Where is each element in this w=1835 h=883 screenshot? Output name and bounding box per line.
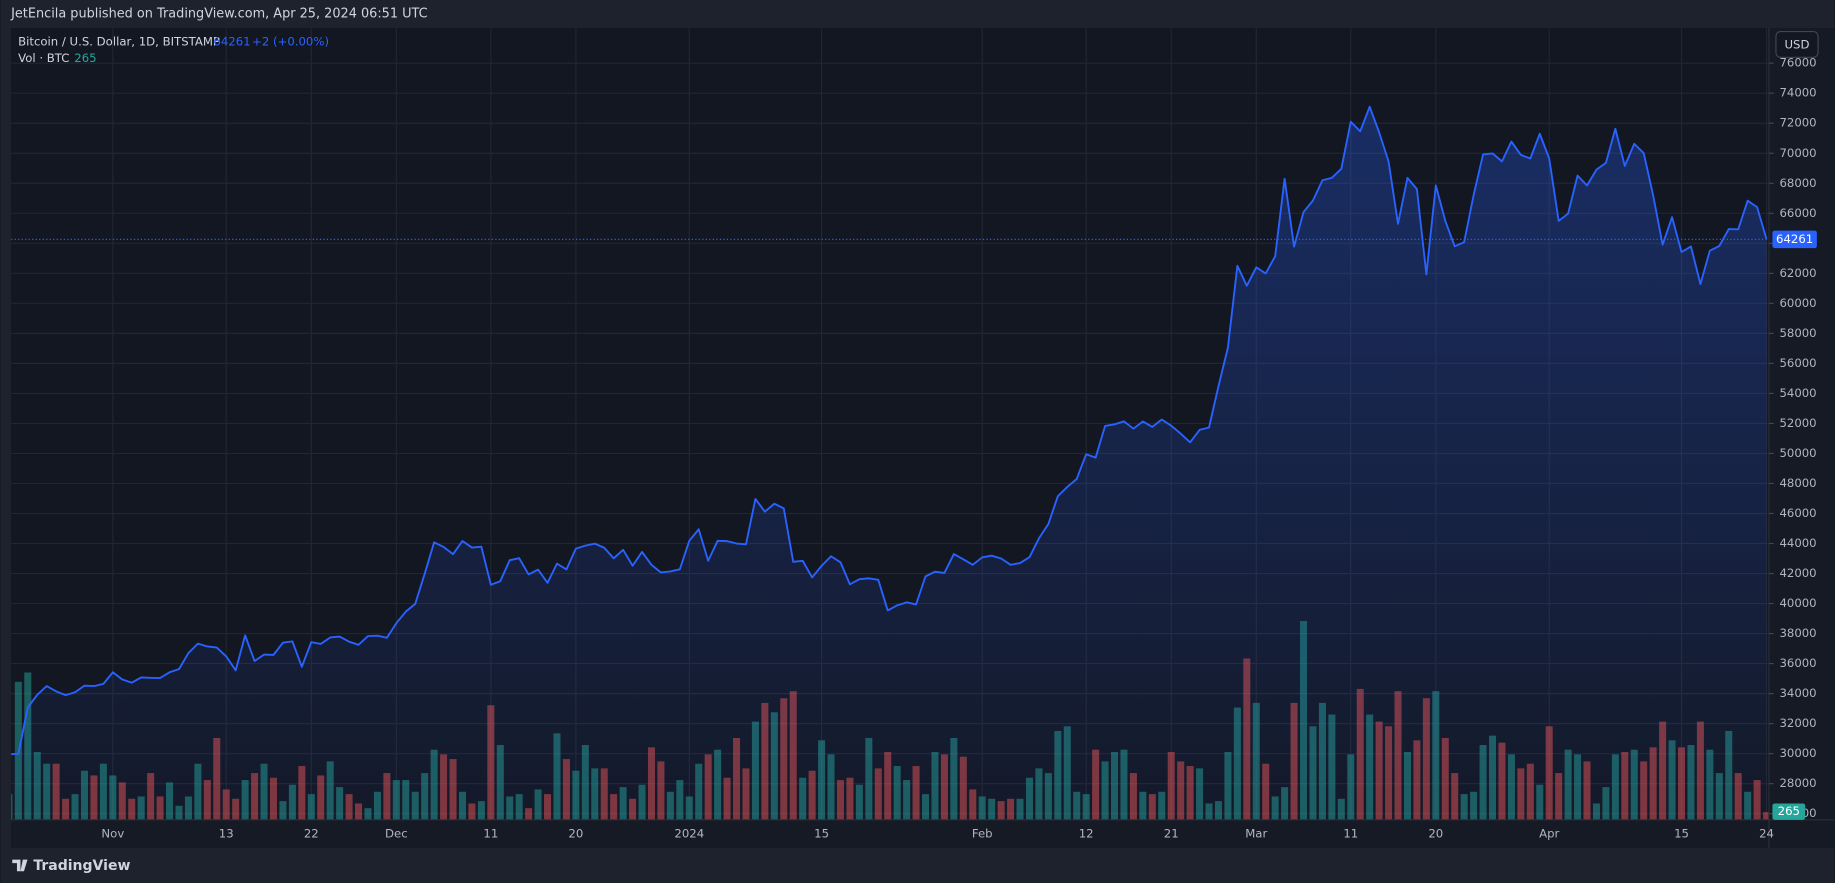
y-tick-label: 52000: [1779, 416, 1816, 430]
publish-header: JetEncila published on TradingView.com, …: [10, 7, 428, 22]
legend-change: +2 (+0.00%): [252, 35, 329, 49]
y-tick-label: 66000: [1779, 206, 1816, 220]
x-tick-label: 20: [568, 826, 583, 840]
y-tick-label: 70000: [1779, 146, 1816, 160]
y-tick-label: 72000: [1779, 116, 1816, 130]
logo-icon: [12, 859, 28, 872]
y-tick-label: 58000: [1779, 326, 1816, 340]
y-tick-label: 32000: [1779, 716, 1816, 730]
y-tick-label: 44000: [1779, 536, 1816, 550]
last-volume-tag: [1772, 803, 1806, 820]
x-tick-label: Nov: [101, 826, 124, 840]
footer-brand[interactable]: TradingView: [33, 858, 130, 874]
currency-label[interactable]: USD: [1784, 38, 1809, 52]
x-tick-label: Dec: [385, 826, 408, 840]
last-volume-label: 265: [1778, 804, 1800, 818]
x-tick-label: 13: [219, 826, 234, 840]
y-tick-label: 54000: [1779, 386, 1816, 400]
currency-button[interactable]: [1775, 30, 1819, 58]
x-tick-label: 24: [1759, 826, 1774, 840]
x-tick-label: 11: [483, 826, 498, 840]
x-tick-label: 21: [1164, 826, 1179, 840]
y-tick-label: 68000: [1779, 176, 1816, 190]
x-tick-label: 15: [1674, 826, 1689, 840]
y-tick-label: 38000: [1779, 626, 1816, 640]
y-tick-label: 56000: [1779, 356, 1816, 370]
y-tick-label: 42000: [1779, 566, 1816, 580]
y-tick-label: 46000: [1779, 506, 1816, 520]
legend-volume: Vol · BTC: [18, 51, 69, 65]
y-tick-label: 48000: [1779, 476, 1816, 490]
last-price-label: 64261: [1776, 232, 1813, 246]
y-tick-label: 28000: [1779, 776, 1816, 790]
y-tick-label: 76000: [1779, 56, 1816, 70]
tradingview-logo[interactable]: TradingView: [12, 858, 130, 874]
legend-symbol: Bitcoin / U.S. Dollar, 1D, BITSTAMP: [18, 35, 220, 49]
x-tick-label: Mar: [1245, 826, 1267, 840]
x-tick-label: 22: [304, 826, 319, 840]
y-tick-label: 34000: [1779, 686, 1816, 700]
y-tick-label: 36000: [1779, 656, 1816, 670]
x-tick-label: Apr: [1539, 826, 1559, 840]
last-price-tag: [1772, 230, 1817, 249]
y-tick-label: 60000: [1779, 296, 1816, 310]
legend-price: 64261: [213, 35, 250, 49]
y-tick-label: 40000: [1779, 596, 1816, 610]
price-area: [11, 106, 1767, 820]
x-tick-label: Feb: [972, 826, 993, 840]
x-tick-label: 12: [1079, 826, 1094, 840]
x-tick-label: 20: [1428, 826, 1443, 840]
y-tick-label: 74000: [1779, 86, 1816, 100]
y-tick-label: 50000: [1779, 446, 1816, 460]
x-tick-label: 11: [1343, 826, 1358, 840]
y-tick-label: 30000: [1779, 746, 1816, 760]
y-tick-label: 62000: [1779, 266, 1816, 280]
x-tick-label: 2024: [674, 826, 704, 840]
x-tick-label: 15: [814, 826, 829, 840]
legend-volume-value: 265: [74, 51, 96, 65]
price-line: [11, 105, 1768, 756]
